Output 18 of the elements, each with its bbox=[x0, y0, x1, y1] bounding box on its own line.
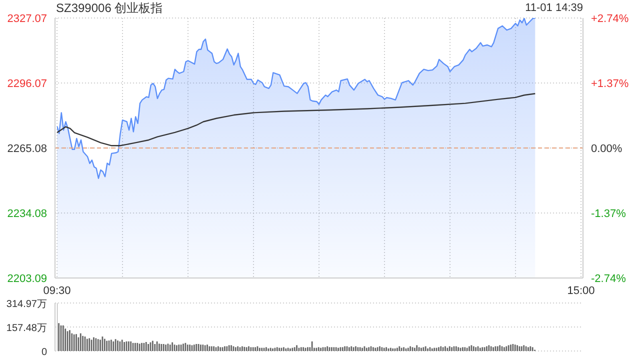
y-tick-label: 2203.09 bbox=[7, 273, 47, 285]
x-tick-label: 09:30 bbox=[43, 284, 71, 297]
chart-title: SZ399006 创业板指 bbox=[56, 0, 163, 17]
y-tick-label: 2265.08 bbox=[7, 143, 47, 155]
line-series bbox=[57, 93, 536, 146]
y-tick-label: 2327.07 bbox=[7, 13, 47, 25]
y-tick-label: 314.97万 bbox=[6, 299, 47, 310]
y2-tick-label: +1.37% bbox=[591, 78, 629, 90]
y2-tick-label: +2.74% bbox=[591, 13, 629, 25]
text: 11-01 14:39 bbox=[525, 2, 583, 14]
y2-tick-label: -2.74% bbox=[591, 273, 626, 285]
y-tick-label: 2296.07 bbox=[7, 78, 47, 90]
y-tick-label: 0 bbox=[41, 347, 48, 358]
y2-tick-label: -1.37% bbox=[591, 208, 626, 220]
x-tick-label: 15:00 bbox=[567, 284, 595, 297]
y-tick-label: 157.48万 bbox=[6, 323, 47, 334]
y2-tick-label: 0.00% bbox=[591, 143, 622, 155]
y-tick-label: 2234.08 bbox=[7, 208, 47, 220]
